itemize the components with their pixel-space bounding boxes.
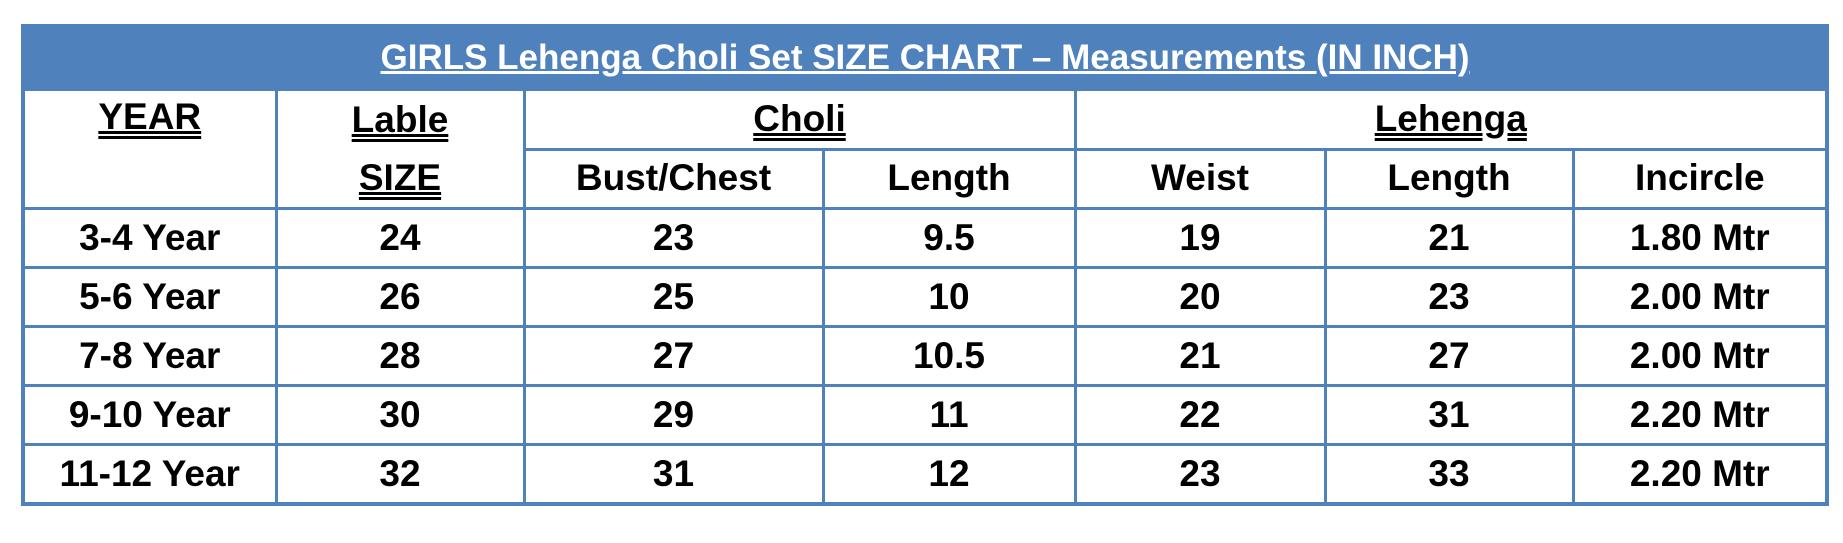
data-cell: 11-12 Year: [21, 443, 278, 506]
subheader-cell: Bust/Chest: [522, 147, 825, 210]
data-cell: 30: [274, 384, 526, 446]
table-body: 3-4 Year 24 23 9.5 19 21 1.80 Mtr 5-6 Year 26 25 1…: [21, 207, 1829, 506]
data-cell: 10: [821, 266, 1077, 328]
data-cell: 19: [1073, 207, 1327, 269]
data-cell: 3-4 Year: [21, 207, 278, 269]
data-cell: 1.80 Mtr: [1571, 207, 1829, 269]
data-cell: 33: [1323, 443, 1575, 506]
header-row: YEAR Lable SIZE Choli Lehenga: [21, 88, 1829, 210]
data-row: 11-12 Year 32 31 12 23 33 2.20 Mtr: [21, 443, 1829, 506]
data-cell: 2.20 Mtr: [1571, 384, 1829, 446]
data-cell: 9-10 Year: [21, 384, 278, 446]
data-cell: 31: [522, 443, 825, 506]
header-label-size: Lable SIZE: [351, 99, 449, 198]
header-cell: Lable SIZE: [274, 88, 526, 210]
data-row: 9-10 Year 30 29 11 22 31 2.20 Mtr: [21, 384, 1829, 446]
data-cell: 31: [1323, 384, 1575, 446]
header-lehenga: Lehenga: [1374, 97, 1527, 139]
data-cell: 27: [1323, 325, 1575, 387]
data-cell: 27: [522, 325, 825, 387]
data-cell: 24: [274, 207, 526, 269]
header-year: YEAR: [98, 96, 202, 137]
data-cell: 12: [821, 443, 1077, 506]
data-cell: 2.00 Mtr: [1571, 266, 1829, 328]
data-cell: 21: [1323, 207, 1575, 269]
data-cell: 22: [1073, 384, 1327, 446]
data-row: 7-8 Year 28 27 10.5 21 27 2.00 Mtr: [21, 325, 1829, 387]
data-cell: 26: [274, 266, 526, 328]
data-cell: 20: [1073, 266, 1327, 328]
header-cell: Lehenga: [1073, 88, 1829, 151]
data-row: 3-4 Year 24 23 9.5 19 21 1.80 Mtr: [21, 207, 1829, 269]
data-cell: 28: [274, 325, 526, 387]
data-cell: 23: [1073, 443, 1327, 506]
data-cell: 10.5: [821, 325, 1077, 387]
data-cell: 23: [1323, 266, 1575, 328]
subheader-cell: Length: [1323, 147, 1575, 210]
header-cell: Choli: [522, 88, 1077, 151]
data-row: 5-6 Year 26 25 10 20 23 2.00 Mtr: [21, 266, 1829, 328]
data-cell: 7-8 Year: [21, 325, 278, 387]
data-cell: 21: [1073, 325, 1327, 387]
table-title: GIRLS Lehenga Choli Set SIZE CHART – Mea…: [21, 24, 1829, 91]
data-cell: 2.00 Mtr: [1571, 325, 1829, 387]
subheader-cell: Length: [821, 147, 1077, 210]
data-cell: 2.20 Mtr: [1571, 443, 1829, 506]
data-cell: 32: [274, 443, 526, 506]
data-cell: 9.5: [821, 207, 1077, 269]
subheader-cell: Weist: [1073, 147, 1327, 210]
subheader-cell: Incircle: [1571, 147, 1829, 210]
header-choli: Choli: [753, 97, 846, 139]
subheader-row: Bust/Chest Length Weist Length Incircle: [23, 147, 1829, 210]
data-cell: 5-6 Year: [21, 266, 278, 328]
header-cell: YEAR: [21, 88, 278, 210]
data-cell: 25: [522, 266, 825, 328]
title-row: GIRLS Lehenga Choli Set SIZE CHART – Mea…: [21, 24, 1829, 91]
data-cell: 23: [522, 207, 825, 269]
size-chart-table: GIRLS Lehenga Choli Set SIZE CHART – Mea…: [21, 24, 1830, 506]
data-cell: 29: [522, 384, 825, 446]
data-cell: 11: [821, 384, 1077, 446]
